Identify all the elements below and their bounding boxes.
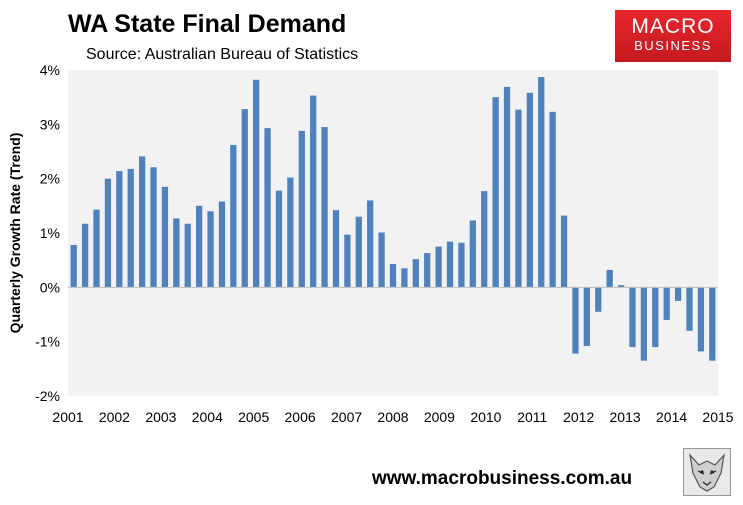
x-tick-label: 2004 (192, 409, 223, 425)
bar (218, 201, 226, 288)
x-tick-label: 2015 (702, 409, 733, 425)
chart-subtitle: Source: Australian Bureau of Statistics (86, 46, 359, 63)
bar (709, 287, 716, 361)
bar (503, 86, 511, 288)
y-tick-label: 4% (40, 62, 60, 78)
bar (81, 223, 89, 288)
bar (332, 210, 340, 288)
bar (469, 220, 476, 288)
bar (127, 168, 134, 288)
bar (310, 95, 317, 288)
bar (298, 130, 305, 288)
bar (104, 178, 112, 288)
bar (378, 232, 385, 288)
bar (572, 287, 579, 354)
bar (606, 269, 613, 288)
bar (230, 144, 237, 288)
bar (583, 287, 590, 347)
wolf-icon (689, 453, 725, 492)
bar (686, 287, 693, 331)
bar (458, 242, 465, 288)
bar (253, 79, 260, 288)
bar (264, 128, 271, 288)
x-tick-label: 2012 (563, 409, 594, 425)
macrobusiness-logo: MACRO BUSINESS (615, 10, 731, 62)
x-tick-label: 2007 (331, 409, 362, 425)
bar (424, 253, 431, 288)
bar (674, 287, 682, 301)
bar (538, 77, 545, 288)
bar (663, 287, 670, 320)
y-tick-label: 2% (40, 171, 60, 187)
bar (617, 285, 625, 288)
bar (355, 216, 362, 288)
x-tick-label: 2014 (656, 409, 687, 425)
bar (275, 190, 283, 288)
bar (549, 111, 556, 288)
logo-line-2: BUSINESS (634, 38, 712, 53)
bar (184, 223, 191, 288)
bar (367, 200, 374, 288)
x-axis-ticks: 2001 2002 2003 2004 2005 2006 2007 2008 2009 2010… (52, 409, 733, 425)
x-tick-label: 2013 (610, 409, 641, 425)
x-tick-label: 2001 (52, 409, 83, 425)
x-tick-label: 2002 (99, 409, 130, 425)
bar-series (70, 77, 716, 361)
y-axis-ticks: -2% -1% 0% 1% 2% 3% 4% (35, 62, 60, 404)
bar (207, 211, 214, 288)
bar (116, 171, 123, 288)
bar (344, 234, 351, 288)
y-axis-label: Quarterly Growth Rate (Trend) (7, 133, 23, 334)
bar (697, 287, 705, 352)
bar (481, 191, 488, 288)
bar (401, 268, 408, 288)
bar (492, 97, 499, 288)
chart-title: WA State Final Demand (68, 10, 347, 38)
bar (173, 218, 180, 288)
bar (321, 127, 328, 288)
x-tick-label: 2006 (285, 409, 316, 425)
x-tick-label: 2009 (424, 409, 455, 425)
wolf-logo (683, 448, 731, 496)
y-tick-label: 3% (40, 116, 60, 132)
bar (138, 156, 146, 288)
bar (515, 109, 522, 288)
x-tick-label: 2003 (145, 409, 176, 425)
bar (595, 287, 602, 312)
bar (652, 287, 659, 348)
x-tick-label: 2008 (377, 409, 408, 425)
y-tick-label: -2% (35, 388, 60, 404)
bar (150, 167, 157, 288)
bar (70, 244, 77, 288)
footer-url: www.macrobusiness.com.au (372, 468, 633, 489)
bar (287, 177, 294, 288)
x-tick-label: 2011 (517, 409, 547, 425)
bar (560, 215, 568, 288)
bar (435, 246, 442, 288)
bar (640, 287, 648, 361)
y-tick-label: -1% (35, 334, 60, 350)
bar (93, 209, 100, 288)
x-tick-label: 2010 (470, 409, 501, 425)
y-tick-label: 0% (40, 279, 60, 295)
bar (526, 92, 533, 288)
bar (446, 241, 454, 288)
bar (241, 109, 248, 288)
y-tick-label: 1% (40, 225, 60, 241)
bar (389, 263, 397, 288)
bar (412, 259, 419, 288)
logo-line-1: MACRO (631, 15, 715, 38)
bar (196, 205, 203, 288)
bar (161, 186, 169, 288)
x-tick-label: 2005 (238, 409, 269, 425)
bar (629, 287, 636, 348)
